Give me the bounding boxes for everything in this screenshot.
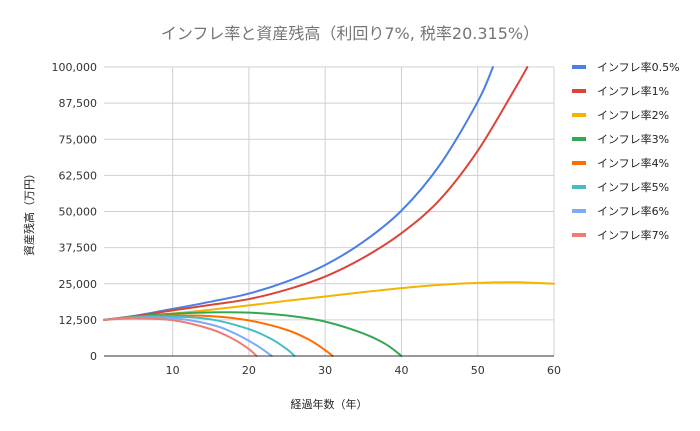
legend-label: インフレ率5% — [597, 180, 669, 194]
legend-label: インフレ率6% — [597, 204, 669, 218]
y-tick-label: 12,500 — [59, 314, 98, 327]
legend-label: インフレ率4% — [597, 156, 669, 170]
x-tick-label: 40 — [394, 364, 408, 377]
x-tick-label: 50 — [471, 364, 485, 377]
legend-label: インフレ率7% — [597, 228, 669, 242]
x-tick-label: 20 — [242, 364, 256, 377]
legend-label: インフレ率3% — [597, 132, 669, 146]
y-tick-label: 62,500 — [59, 169, 98, 182]
y-tick-label: 75,000 — [59, 133, 98, 146]
chart-title: インフレ率と資産残高（利回り7%, 税率20.315%） — [161, 24, 539, 43]
x-tick-label: 10 — [166, 364, 180, 377]
legend-label: インフレ率2% — [597, 108, 669, 122]
series-line — [103, 317, 258, 357]
y-tick-label: 37,500 — [59, 242, 98, 255]
x-tick-label: 60 — [547, 364, 561, 377]
series-line — [103, 66, 494, 321]
x-axis-ticks: 10 20 30 40 50 60 — [166, 364, 561, 377]
y-axis-label: 資産残高（万円） — [22, 168, 36, 256]
legend-label: インフレ率1% — [597, 84, 669, 98]
y-axis-ticks: 0 12,500 25,000 37,500 50,000 62,500 75,000 87,… — [52, 61, 98, 363]
y-tick-label: 25,000 — [59, 278, 98, 291]
legend: インフレ率0.5% インフレ率1% インフレ率2% インフレ率3% インフレ率4% インフ… — [572, 60, 680, 242]
y-tick-label: 0 — [90, 350, 97, 363]
y-tick-label: 50,000 — [59, 206, 98, 219]
grid — [104, 66, 555, 356]
series-lines — [103, 66, 555, 357]
x-tick-label: 30 — [318, 364, 332, 377]
y-tick-label: 100,000 — [52, 61, 98, 74]
series-line — [103, 66, 529, 321]
x-axis-label: 経過年数（年） — [291, 397, 368, 411]
legend-label: インフレ率0.5% — [597, 60, 680, 74]
y-tick-label: 87,500 — [59, 97, 98, 110]
